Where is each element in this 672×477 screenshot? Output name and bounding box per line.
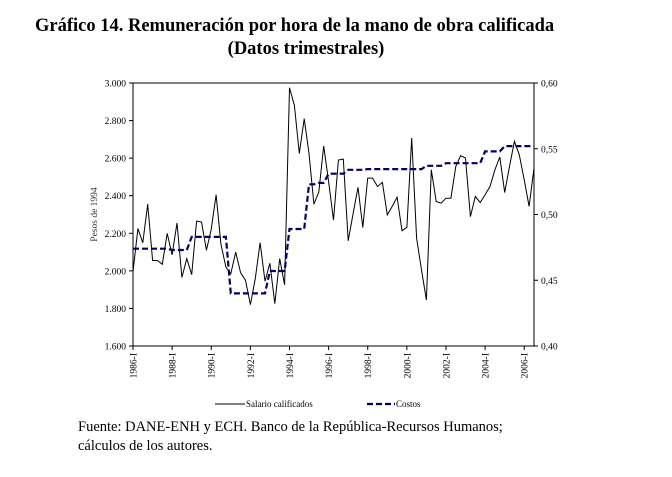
y-axis-label: Pesos de 1994: [90, 187, 100, 242]
source-note-cont: cálculos de los autores.: [78, 438, 213, 454]
y-right-tick-label: 0,55: [541, 145, 558, 155]
source-note: Fuente: DANE-ENH y ECH. Banco de la Repú…: [78, 419, 503, 435]
x-tick-label: 2004-I: [482, 353, 492, 378]
x-tick-label: 2002-I: [442, 353, 452, 378]
x-tick-label: 1986-I: [130, 353, 140, 378]
chart-title: Gráfico 14. Remuneración por hora de la …: [35, 16, 555, 36]
y-tick-label: 2.600: [105, 155, 127, 165]
y-tick-label: 2.800: [105, 117, 127, 127]
x-tick-label: 2006-I: [521, 353, 531, 378]
y-right-tick-label: 0,40: [541, 343, 558, 353]
x-tick-label: 1988-I: [169, 353, 179, 378]
x-tick-label: 1994-I: [286, 353, 296, 378]
chart-subtitle: (Datos trimestrales): [227, 39, 385, 59]
x-tick-label: 1998-I: [364, 353, 374, 378]
y-right-tick-label: 0,60: [541, 80, 558, 90]
y-right-tick-label: 0,45: [541, 277, 558, 287]
y-tick-label: 2.000: [105, 267, 127, 277]
series-line-costos: [133, 145, 534, 295]
y-tick-label: 1.800: [105, 305, 127, 315]
y-tick-label: 2.400: [105, 192, 127, 202]
x-tick-label: 1996-I: [325, 353, 335, 378]
y-right-tick-label: 0,50: [541, 211, 558, 221]
y-tick-label: 3.000: [105, 80, 127, 90]
legend-label-costos: Costos: [396, 399, 421, 409]
y-tick-label: 1.600: [105, 343, 127, 353]
legend-label-salario: Salario calificados: [246, 399, 313, 409]
y-tick-label: 2.200: [105, 230, 127, 240]
x-tick-label: 2000-I: [403, 353, 413, 378]
x-tick-label: 1992-I: [247, 353, 257, 378]
x-tick-label: 1990-I: [208, 353, 218, 378]
series-line-salario: [132, 87, 535, 305]
